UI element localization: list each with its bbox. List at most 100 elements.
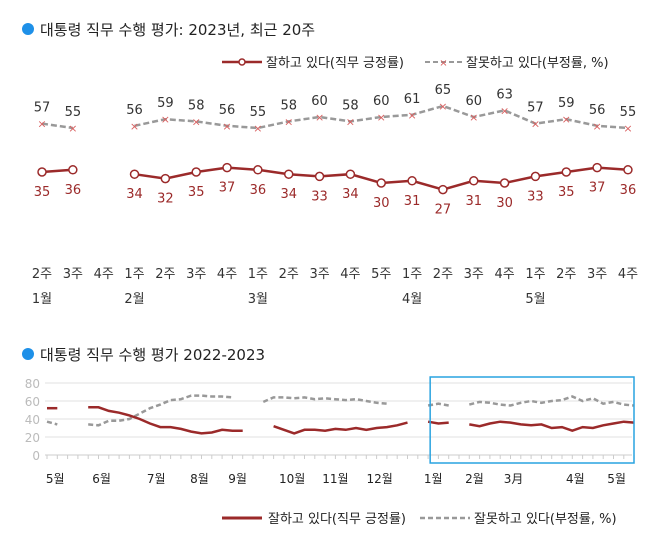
positive-data-label: 37: [589, 181, 606, 196]
negative-point-marker: ×: [192, 115, 201, 128]
week-tick-label: 1주: [525, 267, 545, 282]
positive-point-marker: [376, 178, 386, 188]
positive-data-label: 27: [435, 203, 452, 218]
chart-title: 대통령 직무 수행 평가: 2023년, 최근 20주: [40, 21, 315, 39]
legend-negative-label: 잘못하고 있다(부정률, %): [474, 512, 617, 527]
title-bullet-icon: [22, 23, 34, 35]
2022-2023-chart: 대통령 직무 수행 평가 2022-2023 0 20 40 60 80 5월 6월 7월 8월…: [22, 346, 635, 527]
month-tick-label: 2월: [465, 472, 484, 486]
week-tick-label: 2주: [279, 267, 299, 282]
positive-data-label: 36: [620, 183, 637, 198]
positive-data-label: 35: [34, 185, 51, 200]
month-tick-label: 5월: [525, 292, 545, 307]
legend: 잘하고 있다(직무 긍정률) 잘못하고 있다(부정률, %): [222, 512, 617, 527]
negative-data-label: 59: [558, 96, 575, 111]
positive-series-line: [41, 168, 73, 174]
legend-positive-marker: [238, 58, 246, 66]
positive-point-marker: [345, 169, 356, 179]
negative-point-marker: ×: [37, 118, 46, 131]
positive-data-label: 30: [373, 196, 390, 211]
negative-point-marker: ×: [68, 122, 77, 135]
month-tick-label: 2월: [124, 292, 144, 307]
positive-point-marker: [129, 169, 140, 179]
negative-point-marker: ×: [130, 120, 139, 133]
positive-point-marker: [160, 173, 171, 184]
week-tick-label: 5주: [371, 267, 391, 282]
y-tick-label: 40: [25, 413, 40, 427]
month-tick-label: 4월: [402, 292, 422, 307]
title-bullet-icon: [22, 348, 34, 360]
positive-point-marker: [283, 169, 294, 179]
week-tick-label: 4주: [94, 267, 114, 282]
negative-point-marker: ×: [469, 111, 478, 124]
legend-negative-label: 잘못하고 있다(부정률, %): [466, 56, 609, 71]
positive-data-label: 36: [65, 183, 82, 198]
negative-data-label: 61: [404, 92, 421, 107]
negative-point-marker: ×: [531, 118, 540, 131]
month-tick-label: 12월: [367, 472, 393, 486]
month-tick-label: 1월: [32, 292, 52, 307]
positive-data-label: 34: [280, 187, 297, 202]
y-tick-label: 20: [25, 431, 40, 445]
positive-series-line: [469, 420, 635, 433]
month-tick-label: 8월: [190, 472, 209, 486]
negative-data-label: 58: [280, 98, 297, 113]
negative-data-label: 65: [435, 83, 452, 98]
positive-data-label: 32: [157, 192, 174, 207]
week-tick-label: 3주: [186, 267, 206, 282]
positive-data-label: 31: [404, 194, 421, 209]
negative-point-marker: ×: [315, 111, 324, 124]
week-tick-label: 4주: [618, 267, 638, 282]
month-tick-label: 10월: [279, 472, 305, 486]
negative-series-line: [134, 104, 629, 130]
y-tick-label: 60: [25, 395, 40, 409]
month-tick-label: 3月: [504, 472, 524, 486]
negative-data-label: 63: [496, 87, 513, 102]
month-tick-label: 9월: [228, 472, 247, 486]
negative-data-label: 56: [589, 103, 606, 118]
negative-point-marker: ×: [407, 109, 416, 122]
recent-20-weeks-chart: 대통령 직무 수행 평가: 2023년, 최근 20주 잘하고 있다(직무 긍정…: [22, 21, 638, 307]
negative-series-line: [41, 122, 74, 130]
negative-point-marker: ×: [562, 113, 571, 126]
month-tick-label: 1월: [424, 472, 443, 486]
negative-point-marker: ×: [438, 100, 447, 113]
negative-data-label: 56: [126, 103, 143, 118]
week-tick-label: 4주: [340, 267, 360, 282]
positive-point-marker: [530, 171, 541, 182]
week-tick-label: 1주: [402, 267, 422, 282]
week-tick-label: 3주: [587, 267, 607, 282]
positive-point-marker: [407, 176, 417, 186]
positive-data-label: 30: [496, 196, 513, 211]
month-tick-label: 4월: [566, 472, 585, 486]
month-tick-label: 5월: [46, 472, 65, 486]
positive-point-marker: [469, 176, 479, 186]
negative-series-line: [46, 420, 58, 426]
positive-data-label: 34: [126, 187, 143, 202]
negative-point-marker: ×: [253, 122, 262, 135]
positive-point-marker: [592, 162, 602, 173]
positive-data-label: 33: [527, 189, 544, 204]
negative-data-label: 60: [311, 94, 328, 109]
positive-data-label: 35: [188, 185, 205, 200]
week-tick-label: 1주: [248, 267, 268, 282]
positive-point-marker: [438, 184, 448, 195]
negative-data-label: 56: [219, 103, 236, 118]
week-tick-label: 3주: [464, 267, 484, 282]
week-tick-label: 3주: [309, 267, 329, 282]
week-tick-label: 2주: [32, 267, 52, 282]
negative-data-label: 55: [65, 105, 82, 120]
positive-data-label: 31: [465, 194, 482, 209]
negative-data-label: 57: [527, 101, 544, 116]
y-tick-label: 0: [32, 449, 40, 463]
negative-series-line: [427, 402, 449, 407]
positive-point-marker: [253, 165, 263, 175]
negative-point-marker: ×: [284, 115, 293, 128]
negative-series-line: [88, 394, 233, 427]
negative-data-label: 59: [157, 96, 174, 111]
negative-data-label: 60: [373, 94, 390, 109]
negative-point-marker: ×: [500, 104, 509, 117]
legend-positive-label: 잘하고 있다(직무 긍정률): [268, 512, 406, 527]
week-tick-label: 2주: [433, 267, 453, 282]
